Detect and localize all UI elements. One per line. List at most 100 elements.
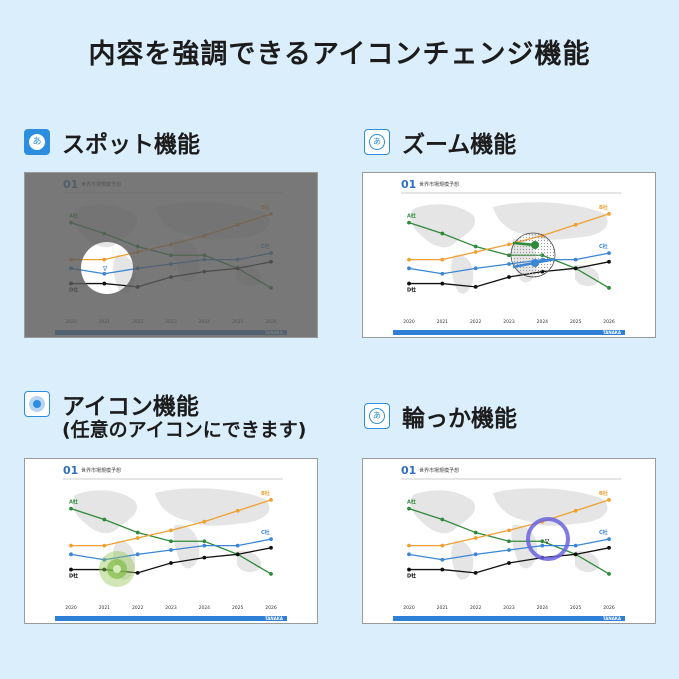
- data-point: [235, 508, 240, 513]
- series-label: C社: [261, 529, 270, 536]
- data-point: [69, 257, 73, 262]
- data-point: [440, 257, 445, 262]
- data-point: [540, 543, 545, 548]
- data-point: [407, 506, 411, 511]
- data-point: [440, 517, 445, 522]
- continent-shape: [451, 254, 474, 294]
- series-label: D社: [69, 287, 78, 294]
- data-point: [440, 543, 445, 548]
- x-tick-label: 2021: [99, 605, 111, 611]
- x-tick-label: 2025: [570, 605, 582, 611]
- data-point: [269, 497, 273, 502]
- x-tick-label: 2020: [65, 319, 77, 325]
- x-tick-label: 2022: [470, 319, 482, 325]
- x-tick-label: 2020: [65, 605, 77, 611]
- data-point: [573, 257, 578, 262]
- data-point: [235, 222, 240, 227]
- data-point: [573, 543, 578, 548]
- data-point: [135, 570, 140, 575]
- world-map-background: [410, 488, 608, 580]
- data-point: [507, 548, 511, 552]
- x-tick-label: 2024: [537, 319, 549, 325]
- series-label: A社: [69, 499, 78, 506]
- slide-footer-bar: [55, 616, 287, 621]
- data-point: [440, 271, 445, 276]
- data-point: [235, 552, 240, 557]
- data-point: [169, 528, 173, 533]
- continent-shape: [72, 490, 138, 534]
- data-point: [473, 570, 478, 575]
- data-point: [135, 244, 140, 249]
- data-point: [407, 567, 411, 572]
- x-tick-label: 2022: [132, 605, 144, 611]
- data-point: [473, 530, 478, 535]
- continent-shape: [155, 202, 270, 240]
- data-point: [102, 271, 107, 276]
- section-ring: あ 輪っか機能: [364, 399, 517, 433]
- data-point: [102, 567, 107, 572]
- data-point: [407, 281, 411, 286]
- data-point: [235, 266, 240, 271]
- x-tick-label: 2023: [503, 605, 515, 611]
- continent-shape: [410, 490, 476, 534]
- series-label: C社: [599, 529, 608, 536]
- data-point: [269, 251, 273, 255]
- data-point: [202, 257, 207, 262]
- data-point: [169, 561, 173, 565]
- data-point: [507, 528, 511, 533]
- continent-shape: [155, 488, 270, 526]
- continent-shape: [493, 488, 608, 526]
- series-label: D社: [407, 573, 416, 580]
- series-label: C社: [261, 243, 270, 250]
- section-label: 輪っか機能: [402, 406, 517, 432]
- world-map-background: [410, 202, 608, 294]
- data-point: [607, 545, 611, 550]
- data-point: [540, 257, 545, 262]
- a-circle-outline-icon: あ: [364, 129, 390, 155]
- data-point: [135, 284, 140, 289]
- x-tick-label: 2024: [537, 605, 549, 611]
- data-point: [202, 269, 207, 274]
- line-chart: A社 B社 C社 D社 2020 2021 2022 2023 2024 2025 2026: [401, 478, 621, 611]
- x-tick-label: 2026: [265, 319, 277, 325]
- data-point: [540, 519, 545, 524]
- x-tick-label: 2020: [403, 319, 415, 325]
- data-point: [69, 506, 73, 511]
- data-point: [507, 539, 511, 544]
- x-tick-label: 2022: [132, 319, 144, 325]
- data-point: [473, 244, 478, 249]
- data-point: [135, 266, 140, 271]
- data-point: [607, 211, 611, 216]
- line-chart: A社 B社 C社 D社 2020 2021 2022 2023 2024 2025 2026: [63, 192, 283, 325]
- data-point: [573, 222, 578, 227]
- series-label: A社: [69, 213, 78, 220]
- data-point: [69, 281, 73, 286]
- section-sublabel: (任意のアイコンにできます): [62, 419, 307, 441]
- data-point: [540, 253, 545, 258]
- x-tick-label: 2026: [603, 605, 615, 611]
- data-point: [69, 220, 73, 225]
- data-point: [202, 539, 207, 544]
- continent-shape: [173, 524, 200, 569]
- data-point: [440, 281, 445, 286]
- data-point: [102, 557, 107, 562]
- x-tick-label: 2024: [199, 605, 211, 611]
- data-point: [540, 555, 545, 560]
- data-point: [407, 543, 411, 548]
- data-point: [473, 266, 478, 271]
- slide-brand: TANAKA: [264, 616, 283, 621]
- x-tick-label: 2023: [165, 319, 177, 325]
- data-point: [269, 211, 273, 216]
- data-point: [169, 548, 173, 552]
- slide-brand: TANAKA: [602, 616, 621, 621]
- data-point: [135, 552, 140, 557]
- line-chart: A社 B社 C社 D社 2020 2021 2022 2023 2024 2025 2026: [401, 192, 621, 325]
- data-point: [269, 572, 273, 576]
- series-label: A社: [407, 213, 416, 220]
- data-point: [507, 262, 511, 266]
- data-point: [102, 257, 107, 262]
- data-point: [440, 231, 445, 236]
- x-tick-label: 2022: [470, 605, 482, 611]
- data-point: [473, 536, 478, 540]
- x-tick-label: 2023: [503, 319, 515, 325]
